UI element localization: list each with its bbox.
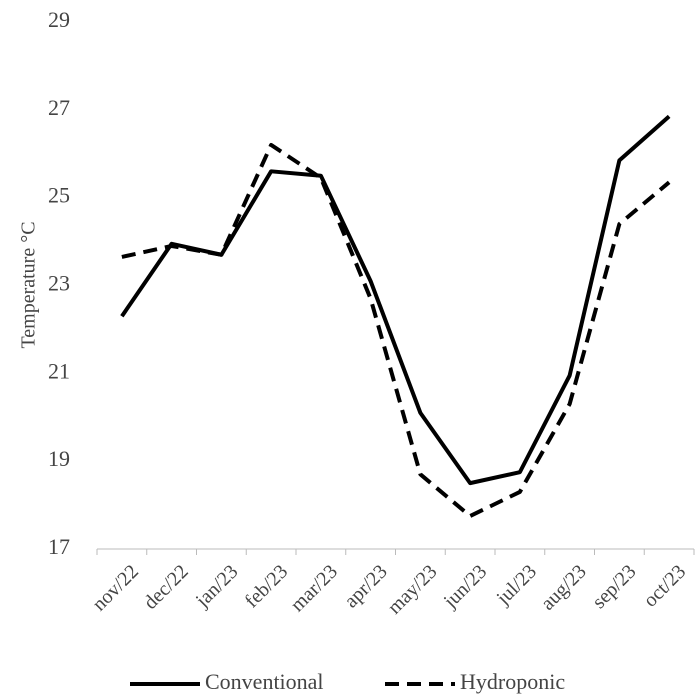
x-tick-label: feb/23 bbox=[241, 561, 293, 613]
x-tick-label: oct/23 bbox=[639, 561, 690, 612]
y-tick-label: 25 bbox=[48, 183, 70, 208]
line-series bbox=[121, 142, 671, 519]
x-tick-label: dec/22 bbox=[140, 561, 193, 614]
y-tick-label: 21 bbox=[48, 358, 70, 383]
y-axis-label: Temperature °C bbox=[18, 221, 40, 348]
y-tick-label: 17 bbox=[48, 534, 70, 559]
x-tick-label: jul/23 bbox=[492, 561, 541, 610]
x-tick-label: may/23 bbox=[384, 561, 442, 619]
x-tick-label: aug/23 bbox=[537, 561, 591, 615]
x-tick-label: sep/23 bbox=[588, 561, 640, 613]
legend-label: Hydroponic bbox=[460, 669, 565, 694]
y-tick-label: 19 bbox=[48, 446, 70, 471]
y-tick-label: 29 bbox=[48, 7, 70, 32]
x-tick-label: mar/23 bbox=[286, 561, 342, 617]
legend-label: Conventional bbox=[205, 669, 324, 694]
x-tick-label: jun/23 bbox=[439, 561, 491, 613]
x-tick-label: nov/22 bbox=[88, 561, 143, 616]
y-tick-label: 27 bbox=[48, 95, 70, 120]
x-tick-label: jan/23 bbox=[191, 561, 243, 613]
y-tick-label: 23 bbox=[48, 271, 70, 296]
line-series bbox=[120, 114, 671, 486]
